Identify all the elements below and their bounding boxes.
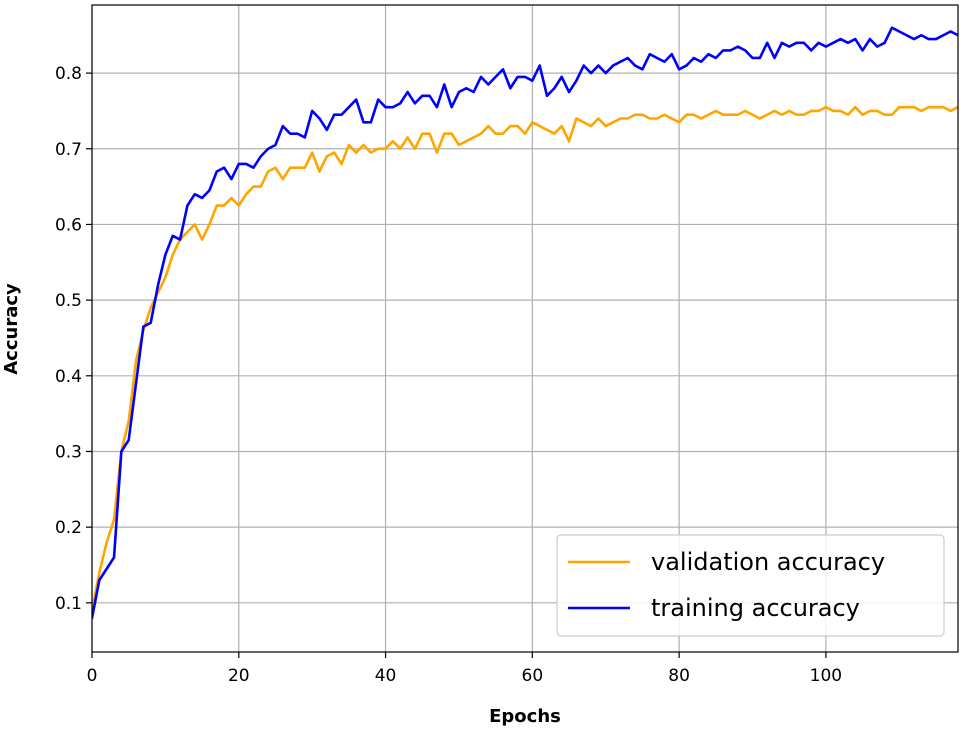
x-axis-label: Epochs xyxy=(489,706,561,727)
y-tick-label: 0.7 xyxy=(55,140,82,160)
grid xyxy=(91,5,958,652)
x-tick-label: 40 xyxy=(375,666,397,686)
series-line-validation-accuracy xyxy=(92,105,958,612)
x-tick-label: 100 xyxy=(810,666,842,686)
y-tick-label: 0.6 xyxy=(55,215,82,235)
y-tick-label: 0.4 xyxy=(55,367,82,387)
legend-label: validation accuracy xyxy=(651,548,885,576)
x-tick-label: 60 xyxy=(522,666,544,686)
y-axis-label: Accuracy xyxy=(1,283,22,375)
legend-entries: validation accuracy training accuracy xyxy=(568,548,885,622)
x-tick-label: 20 xyxy=(228,666,250,686)
y-tick-label: 0.5 xyxy=(55,291,82,311)
plot-frame xyxy=(91,4,959,653)
x-tick-label: 0 xyxy=(87,666,98,686)
legend-box xyxy=(556,534,945,637)
y-tick-label: 0.3 xyxy=(55,442,82,462)
series-line-training-accuracy xyxy=(92,26,958,620)
y-tick-label: 0.2 xyxy=(55,518,82,538)
series-lines xyxy=(92,26,958,620)
legend: validation accuracy training accuracy xyxy=(556,534,945,637)
x-tick-label: 80 xyxy=(668,666,690,686)
legend-label: training accuracy xyxy=(651,594,860,622)
y-tick-label: 0.8 xyxy=(55,64,82,84)
y-tick-label: 0.1 xyxy=(55,594,82,614)
axis-ticks: 0 20 40 60 80 100 0.1 0.2 0.3 0.4 0.5 0.6 0.7 0.8 xyxy=(55,64,842,686)
